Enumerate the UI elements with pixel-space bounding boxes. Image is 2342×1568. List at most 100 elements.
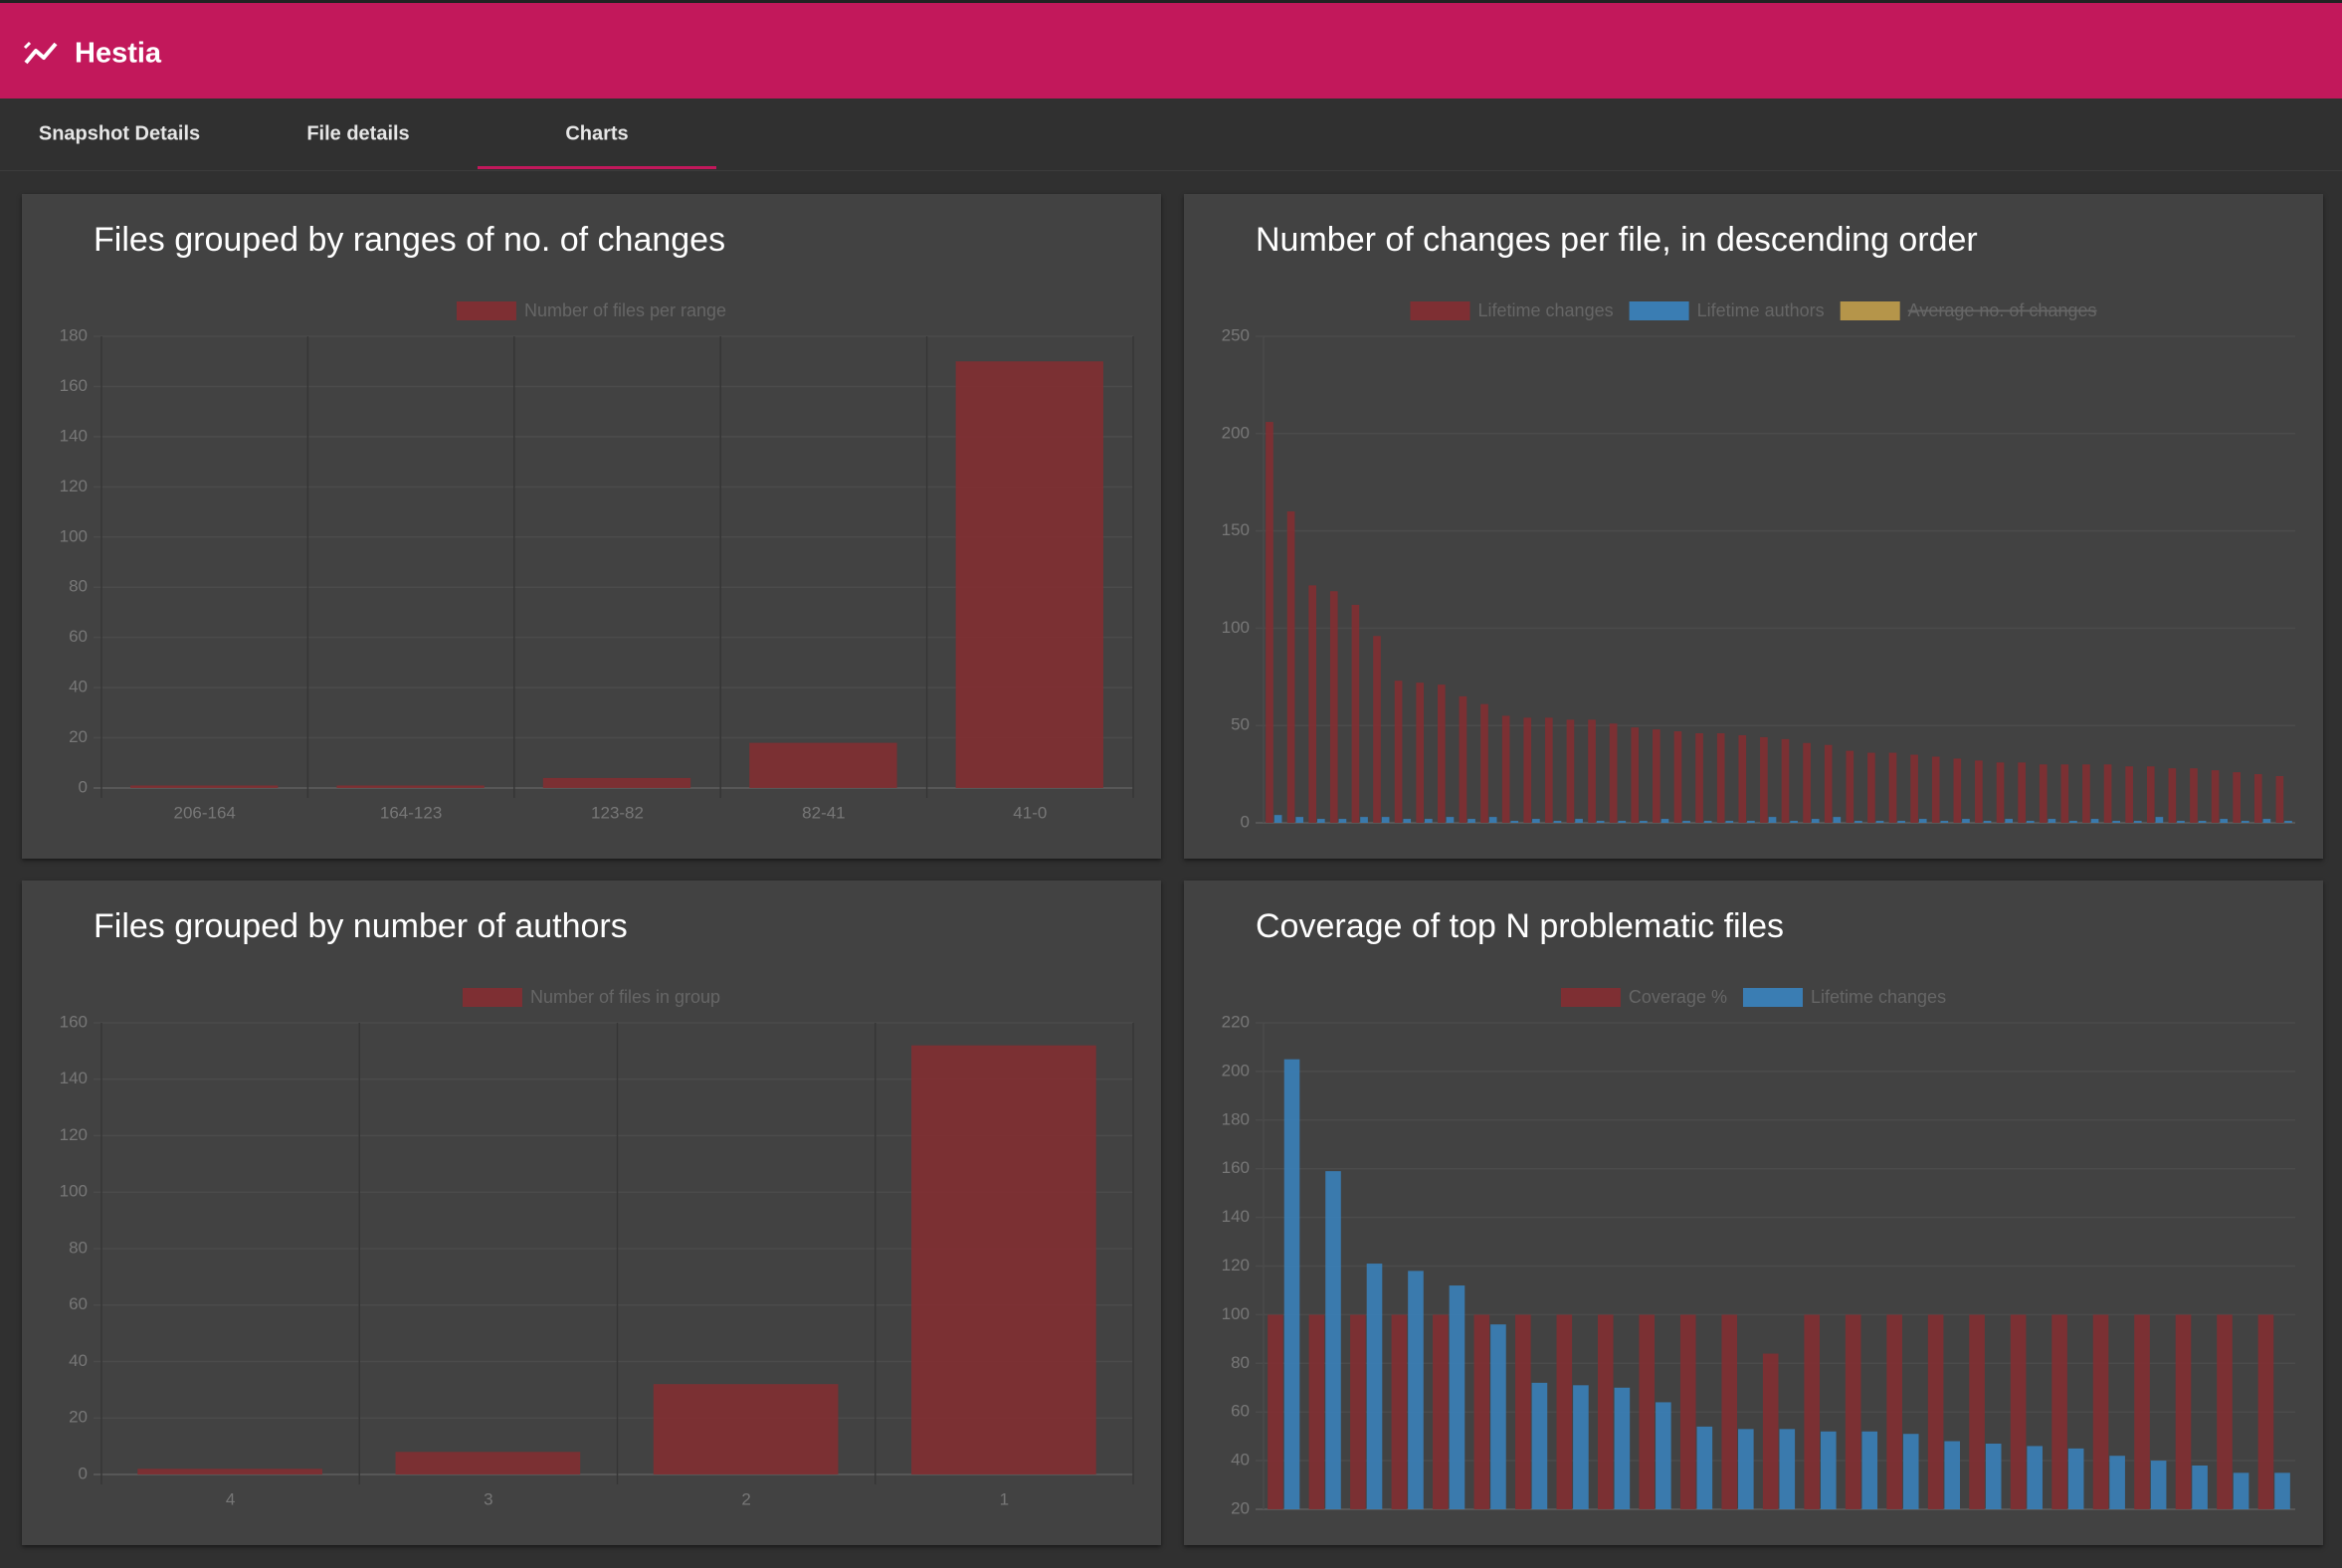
bar bbox=[1566, 719, 1575, 823]
bar bbox=[1927, 1314, 1944, 1509]
y-tick-label: 80 bbox=[69, 1238, 88, 1257]
y-tick-label: 0 bbox=[79, 1464, 88, 1482]
bar bbox=[1531, 1382, 1548, 1509]
legend-label: Number of files per range bbox=[524, 300, 726, 320]
tab[interactable]: Charts bbox=[565, 122, 629, 145]
bar bbox=[2177, 821, 2185, 823]
x-tick-label: 206-164 bbox=[174, 803, 236, 822]
bar bbox=[1682, 821, 1690, 823]
bar bbox=[1854, 821, 1862, 823]
y-tick-label: 20 bbox=[69, 727, 88, 746]
bar bbox=[1902, 1434, 1919, 1509]
tab[interactable]: Snapshot Details bbox=[38, 122, 201, 145]
bar bbox=[2067, 1448, 2084, 1509]
bar bbox=[1614, 1387, 1631, 1509]
bar bbox=[1803, 742, 1811, 823]
bar bbox=[1768, 817, 1777, 823]
bar bbox=[2168, 768, 2177, 823]
bar bbox=[2146, 766, 2155, 823]
bar bbox=[1846, 750, 1854, 823]
y-tick-label: 150 bbox=[1222, 520, 1250, 539]
bar bbox=[1490, 1324, 1506, 1509]
chart: Files grouped by number of authors 0 20 40 6… bbox=[60, 907, 1134, 1508]
bar bbox=[395, 1452, 581, 1474]
bar bbox=[1738, 1429, 1754, 1509]
legend-swatch bbox=[462, 988, 522, 1007]
bar bbox=[2257, 1314, 2274, 1509]
y-tick-label: 60 bbox=[69, 627, 88, 646]
legend-label: Coverage % bbox=[1629, 987, 1727, 1007]
bar bbox=[1391, 1314, 1408, 1509]
y-tick-label: 160 bbox=[60, 376, 88, 395]
bar bbox=[1295, 817, 1304, 823]
bar bbox=[1308, 1314, 1325, 1509]
bar bbox=[1833, 817, 1842, 823]
bar bbox=[2233, 772, 2241, 823]
bar bbox=[1790, 821, 1798, 823]
bar bbox=[1867, 752, 1875, 823]
bar bbox=[2092, 1314, 2109, 1509]
tab-bar: Snapshot Details File details Charts bbox=[0, 98, 2342, 171]
y-tick-label: 140 bbox=[60, 1069, 88, 1087]
y-tick-label: 100 bbox=[1222, 1304, 1250, 1323]
bar bbox=[2253, 774, 2262, 823]
bar bbox=[1408, 1271, 1424, 1509]
bar bbox=[1639, 1314, 1656, 1509]
bar bbox=[1488, 817, 1497, 823]
y-tick-label: 180 bbox=[1222, 1109, 1250, 1128]
bar bbox=[1811, 819, 1820, 823]
legend-label: Lifetime authors bbox=[1697, 300, 1825, 320]
bar bbox=[130, 785, 279, 788]
bar bbox=[2133, 821, 2142, 823]
bar bbox=[1918, 819, 1927, 823]
y-tick-label: 140 bbox=[1222, 1207, 1250, 1226]
bar bbox=[1351, 604, 1360, 823]
bar bbox=[2262, 819, 2271, 823]
bar bbox=[2192, 1465, 2208, 1509]
bar bbox=[2051, 1314, 2067, 1509]
legend-label: Lifetime changes bbox=[1811, 987, 1946, 1007]
bar bbox=[1910, 754, 1918, 823]
bar bbox=[1824, 744, 1833, 823]
bar bbox=[1747, 821, 1755, 823]
bar bbox=[2048, 819, 2056, 823]
y-tick-label: 120 bbox=[60, 477, 88, 495]
bar bbox=[749, 742, 897, 788]
bar bbox=[1553, 821, 1562, 823]
bar bbox=[1653, 729, 1660, 823]
bar bbox=[2284, 821, 2292, 823]
x-tick-label: 1 bbox=[1000, 1489, 1009, 1508]
bar bbox=[2082, 764, 2090, 823]
bar bbox=[1416, 683, 1425, 823]
bar bbox=[1338, 819, 1347, 823]
bar bbox=[1962, 819, 1970, 823]
legend-label: Average no. of changes bbox=[1908, 300, 2097, 320]
bar bbox=[137, 1469, 322, 1474]
bar bbox=[1573, 1385, 1589, 1509]
y-tick-label: 50 bbox=[1231, 715, 1250, 734]
y-tick-label: 40 bbox=[1231, 1451, 1250, 1470]
y-tick-label: 100 bbox=[60, 526, 88, 545]
y-tick-label: 200 bbox=[1222, 1061, 1250, 1079]
chart-card: Files grouped by ranges of no. of change… bbox=[22, 194, 1161, 859]
bar bbox=[1609, 723, 1618, 823]
bar bbox=[2010, 1314, 2027, 1509]
y-tick-label: 40 bbox=[69, 1351, 88, 1370]
y-tick-label: 0 bbox=[79, 777, 88, 796]
bar bbox=[1875, 821, 1884, 823]
y-tick-label: 80 bbox=[1231, 1353, 1250, 1372]
y-tick-label: 40 bbox=[69, 678, 88, 696]
y-tick-label: 120 bbox=[60, 1125, 88, 1144]
bar bbox=[2241, 821, 2249, 823]
bar bbox=[1845, 1314, 1861, 1509]
chart-title: Files grouped by number of authors bbox=[94, 907, 628, 945]
bar bbox=[2125, 766, 2133, 823]
bar bbox=[1716, 733, 1725, 823]
tab[interactable]: File details bbox=[306, 122, 410, 145]
bar bbox=[1381, 817, 1390, 823]
legend: Number of files in group bbox=[462, 987, 720, 1007]
bar bbox=[542, 777, 691, 788]
bar bbox=[2027, 1446, 2043, 1509]
x-tick-label: 3 bbox=[484, 1489, 492, 1508]
